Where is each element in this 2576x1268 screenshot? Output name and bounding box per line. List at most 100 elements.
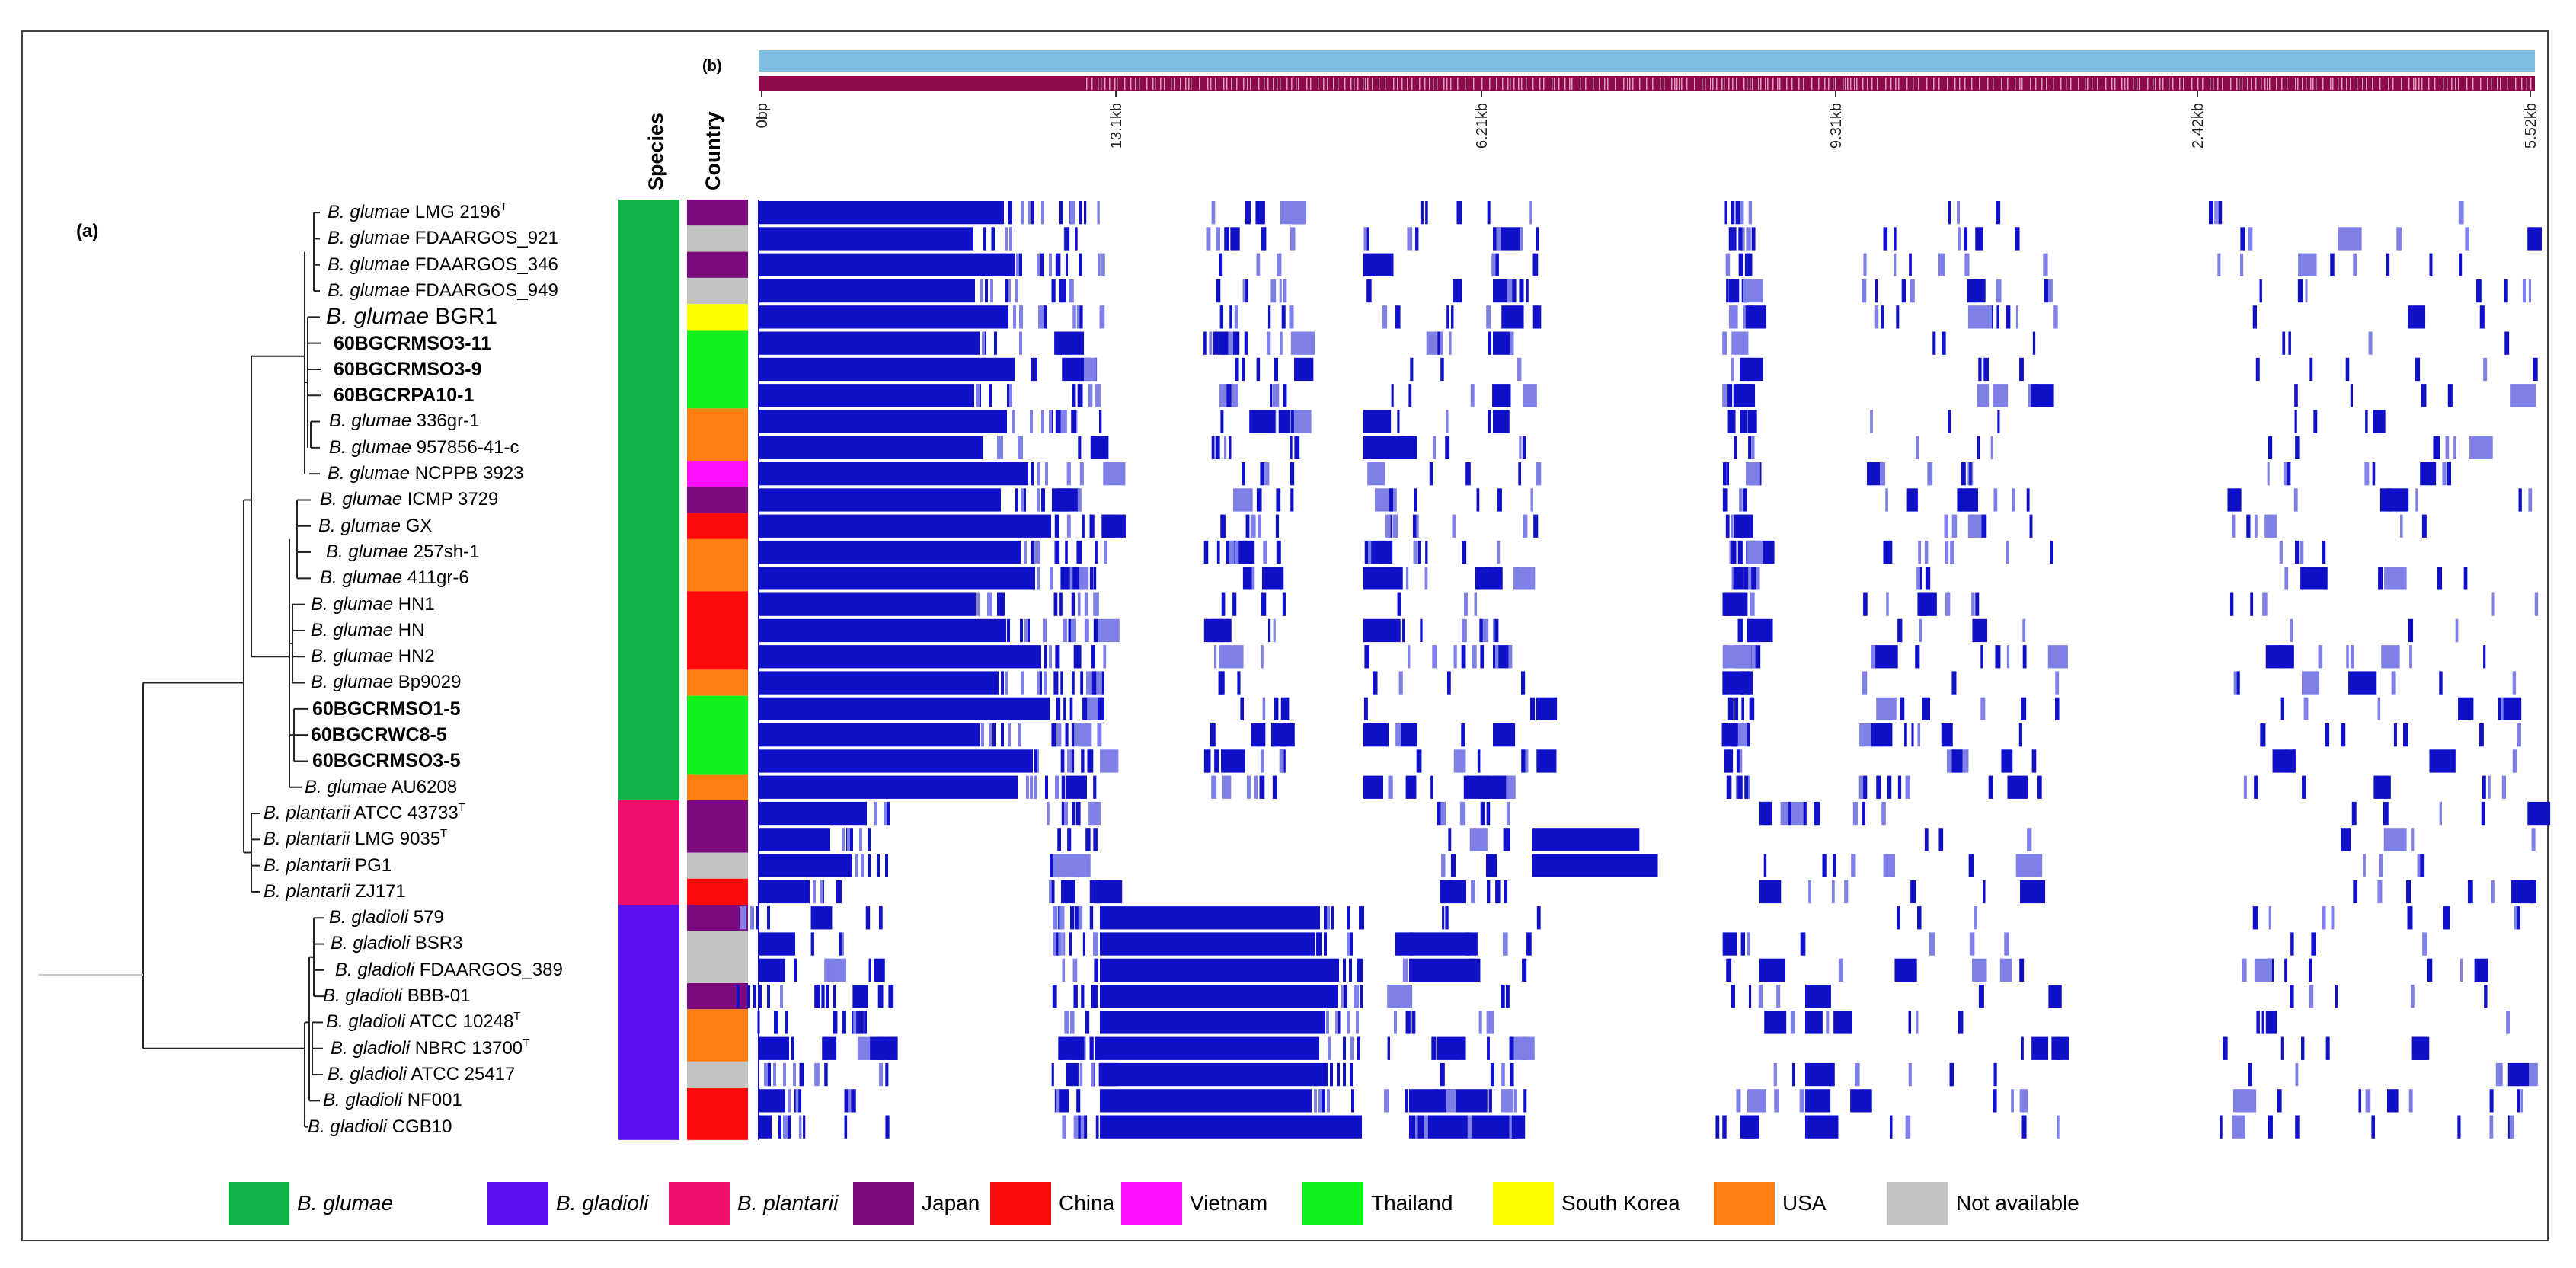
strain-genus: B. plantarii xyxy=(264,802,350,823)
heatmap-stripe xyxy=(1980,697,1986,720)
strain-name: BGR1 xyxy=(435,304,498,330)
heatmap-block xyxy=(1805,1062,1834,1087)
heatmap-stripe xyxy=(1069,906,1075,930)
heatmap-core-block xyxy=(759,462,1028,486)
heatmap-stripe xyxy=(743,906,746,930)
heatmap-stripe xyxy=(2243,775,2247,799)
heatmap-stripe xyxy=(887,801,890,826)
strain-label: B. gladioli ATCC 10248T xyxy=(326,1009,521,1035)
heatmap-stripe xyxy=(1737,540,1743,564)
heatmap-stripe xyxy=(1314,1089,1317,1113)
genome-bar-tick xyxy=(2269,78,2271,90)
heatmap-stripe xyxy=(1318,1089,1322,1113)
genome-bar-tick xyxy=(1585,78,1587,90)
heatmap-stripe xyxy=(1066,854,1091,877)
heatmap-stripe xyxy=(1734,305,1738,329)
genome-bar-tick xyxy=(1871,78,1873,90)
genome-bar-tick xyxy=(1710,78,1711,90)
heatmap-stripe xyxy=(2495,1062,2500,1087)
heatmap-stripe xyxy=(1980,645,1983,669)
heatmap-stripe xyxy=(2330,253,2335,276)
heatmap-stripe xyxy=(2482,775,2486,799)
heatmap-stripe xyxy=(1879,462,1884,486)
heatmap-stripe xyxy=(767,985,770,1008)
heatmap-stripe xyxy=(1076,305,1080,329)
ruler-tick-label: 2.42kb xyxy=(2190,103,2207,149)
heatmap-stripe xyxy=(1009,384,1012,407)
heatmap-stripe xyxy=(1736,1089,1741,1113)
heatmap-stripe xyxy=(1020,618,1023,643)
heatmap-stripe xyxy=(1736,749,1740,773)
heatmap-stripe xyxy=(1242,279,1246,303)
genome-bar-tick xyxy=(2295,78,2296,90)
genome-bar-tick xyxy=(1835,78,1836,90)
heatmap-stripe xyxy=(1220,305,1224,329)
heatmap-stripe xyxy=(1389,488,1394,512)
heatmap-stripe xyxy=(1971,592,1975,616)
heatmap-stripe xyxy=(2280,1036,2284,1060)
heatmap-stripe xyxy=(2465,227,2469,251)
heatmap-stripe xyxy=(767,906,770,930)
strain-label: 60BGCRMSO1-5 xyxy=(312,696,461,722)
heatmap-stripe xyxy=(1019,305,1022,329)
heatmap-stripe xyxy=(2254,958,2272,982)
heatmap-stripe xyxy=(2422,932,2427,956)
heatmap-stripe xyxy=(1465,462,1471,486)
strain-label: 60BGCRMSO3-5 xyxy=(312,748,461,774)
heatmap-stripe xyxy=(1715,1115,1720,1139)
genome-bar-tick xyxy=(1554,78,1555,90)
heatmap-stripe xyxy=(1424,567,1428,590)
genome-bar-tick xyxy=(1521,78,1523,90)
heatmap-stripe xyxy=(2232,1115,2245,1139)
heatmap-stripe xyxy=(2021,1036,2024,1060)
heatmap-stripe xyxy=(825,985,829,1008)
heatmap-stripe xyxy=(1012,253,1015,276)
heatmap-stripe xyxy=(1075,906,1080,930)
heatmap-stripe xyxy=(1079,567,1085,590)
heatmap-stripe xyxy=(1216,227,1221,251)
heatmap-stripe xyxy=(1063,618,1068,643)
heatmap-stripe xyxy=(768,1062,771,1087)
heatmap-stripe xyxy=(1507,279,1513,303)
heatmap-stripe xyxy=(1746,462,1760,486)
type-strain-mark: T xyxy=(458,800,465,814)
heatmap-stripe xyxy=(1065,253,1068,276)
strain-genus: B. gladioli xyxy=(323,1090,403,1111)
heatmap-stripe xyxy=(1290,436,1293,459)
genome-bar-tick xyxy=(1185,78,1187,90)
heatmap-stripe xyxy=(783,1062,786,1087)
genome-bar-tick xyxy=(2105,78,2107,90)
heatmap-stripe xyxy=(1924,540,1929,564)
heatmap-stripe xyxy=(1529,697,1536,720)
heatmap-stripe xyxy=(1722,645,1752,669)
heatmap-stripe xyxy=(844,1115,848,1139)
heatmap-stripe xyxy=(1523,384,1537,407)
heatmap-stripe xyxy=(1093,592,1099,616)
heatmap-stripe xyxy=(1040,305,1044,329)
heatmap-stripe xyxy=(1747,1089,1766,1113)
heatmap-stripe xyxy=(1470,384,1475,407)
genome-bar-tick xyxy=(2078,78,2079,90)
heatmap-stripe xyxy=(1283,384,1287,407)
strain-label: 60BGCRMSO3-11 xyxy=(334,331,491,356)
heatmap-stripe xyxy=(2254,514,2258,538)
heatmap-stripe xyxy=(2027,828,2032,851)
heatmap-stripe xyxy=(2279,540,2283,564)
heatmap-stripe xyxy=(2214,201,2218,225)
heatmap-stripe xyxy=(1083,201,1087,225)
heatmap-stripe xyxy=(1235,357,1239,382)
heatmap-stripe xyxy=(1871,723,1893,747)
genome-bar-tick xyxy=(1947,78,1948,90)
heatmap-stripe xyxy=(1415,227,1419,251)
genome-bar-tick xyxy=(1906,78,1908,90)
strain-genus: B. plantarii xyxy=(264,880,350,902)
heatmap-stripe xyxy=(1060,671,1063,695)
heatmap-stripe xyxy=(2280,697,2284,720)
strain-label: B. glumae GX xyxy=(318,513,432,539)
heatmap-stripe xyxy=(1897,775,1902,799)
heatmap-stripe xyxy=(1487,201,1491,225)
heatmap-stripe xyxy=(1979,357,1982,382)
heatmap-stripe xyxy=(992,227,995,251)
heatmap-stripe xyxy=(1267,305,1271,329)
heatmap-stripe xyxy=(2255,357,2260,382)
